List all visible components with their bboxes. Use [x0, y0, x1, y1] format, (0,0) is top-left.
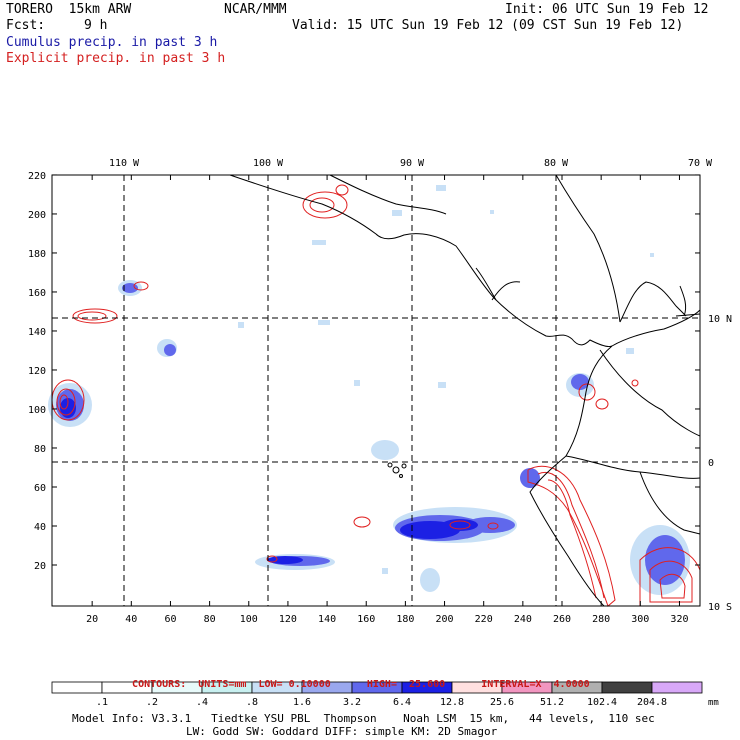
x-tick-label: 80 [204, 614, 216, 625]
x-tick-label: 300 [631, 614, 649, 625]
colorbar-label: 51.2 [540, 697, 564, 708]
precip-core [60, 398, 478, 564]
x-tick-label: 320 [670, 614, 688, 625]
lat-label: 0 [708, 458, 714, 469]
y-tick-label: 200 [28, 210, 46, 221]
lon-label: 80 W [544, 158, 569, 169]
colorbar-swatch [51, 681, 103, 694]
colorbar-label: .8 [246, 697, 258, 708]
coastlines [229, 174, 701, 607]
init-time: Init: 06 UTC Sun 19 Feb 12 [505, 2, 709, 17]
precip-blob [465, 517, 515, 533]
lon-label: 100 W [253, 158, 284, 169]
colorbar: .1 .2 .4 .8 1.6 3.2 6.4 12.8 25.6 51.2 102.4 204.8 m… [51, 681, 719, 708]
precip-blob [645, 535, 685, 585]
y-tick-label: 180 [28, 249, 46, 260]
x-tick-label: 60 [164, 614, 176, 625]
colorbar-label: 204.8 [637, 697, 667, 708]
cumulus-precip [48, 185, 690, 595]
graticule [52, 175, 700, 606]
lat-label: 10 S [708, 602, 732, 613]
map-content [48, 174, 701, 607]
precip-light [238, 185, 654, 574]
x-tick-label: 160 [357, 614, 375, 625]
fcst-hours: 9 h [84, 18, 108, 33]
y-tick-label: 40 [34, 522, 46, 533]
x-tick-label: 120 [279, 614, 297, 625]
y-tick-label: 160 [28, 288, 46, 299]
colorbar-label: .2 [146, 697, 158, 708]
y-tick-label: 60 [34, 483, 46, 494]
y-tick-label: 220 [28, 171, 46, 182]
precip-blob [48, 280, 690, 595]
y-tick-label: 20 [34, 561, 46, 572]
x-tick-label: 260 [553, 614, 571, 625]
contours-info: CONTOURS: UNITS=mm LOW= 0.10000 HIGH= 25… [120, 668, 590, 690]
axis-labels: 20 40 60 80 100 120 140 160 180 200 220 240 260 280 30… [28, 158, 732, 625]
lon-label: 110 W [109, 158, 140, 169]
x-tick-label: 200 [436, 614, 454, 625]
colorbar-label: 6.4 [393, 697, 411, 708]
galapagos-islands [387, 462, 407, 478]
y-tick-label: 120 [28, 366, 46, 377]
contours-interval: INTERVAL=X 4.0000 [481, 679, 590, 690]
y-tick-label: 100 [28, 405, 46, 416]
x-tick-label: 220 [475, 614, 493, 625]
x-tick-label: 20 [86, 614, 98, 625]
model-info: Model Info: V3.3.1 Tiedtke YSU PBL Thomp… [72, 712, 655, 725]
x-tick-label: 240 [514, 614, 532, 625]
x-tick-label: 280 [592, 614, 610, 625]
precip-blob [520, 468, 540, 488]
axis-ticks [52, 174, 700, 606]
contours-units: UNITS=mm [198, 679, 247, 690]
colorbar-unit: mm [708, 698, 719, 708]
field-explicit-label: Explicit precip. in past 3 h [6, 51, 226, 66]
fcst-label: Fcst: [6, 18, 46, 33]
precip-blob [571, 374, 589, 390]
x-tick-label: 100 [240, 614, 258, 625]
lon-label: 90 W [400, 158, 425, 169]
model-title: TORERO 15km ARW [6, 2, 132, 17]
colorbar-label: 12.8 [440, 697, 464, 708]
field-cumulus-label: Cumulus precip. in past 3 h [6, 35, 218, 50]
y-tick-label: 140 [28, 327, 46, 338]
colorbar-swatch [651, 681, 703, 694]
colorbar-label: 1.6 [293, 697, 311, 708]
colorbar-label: 3.2 [343, 697, 361, 708]
colorbar-label: .1 [96, 697, 108, 708]
lat-label: 10 N [708, 314, 732, 325]
org-label: NCAR/MMM [224, 2, 287, 17]
colorbar-swatch [601, 681, 653, 694]
x-tick-label: 140 [318, 614, 336, 625]
y-tick-label: 80 [34, 444, 46, 455]
contours-high: HIGH= 25.600 [366, 679, 446, 690]
map-frame [51, 174, 701, 607]
colorbar-label: .4 [196, 697, 208, 708]
explicit-precip-contours [51, 184, 701, 607]
precip-blob [164, 344, 176, 356]
colorbar-label: 102.4 [587, 697, 617, 708]
model-physics: LW: Godd SW: Goddard DIFF: simple KM: 2D… [186, 725, 498, 738]
contours-low: LOW= 0.10000 [258, 679, 331, 690]
lon-label: 70 W [688, 158, 713, 169]
valid-time: Valid: 15 UTC Sun 19 Feb 12 (09 CST Sun … [292, 18, 684, 33]
contours-label: CONTOURS: [132, 679, 187, 690]
x-tick-label: 40 [125, 614, 137, 625]
x-tick-label: 180 [396, 614, 414, 625]
colorbar-label: 25.6 [490, 697, 514, 708]
